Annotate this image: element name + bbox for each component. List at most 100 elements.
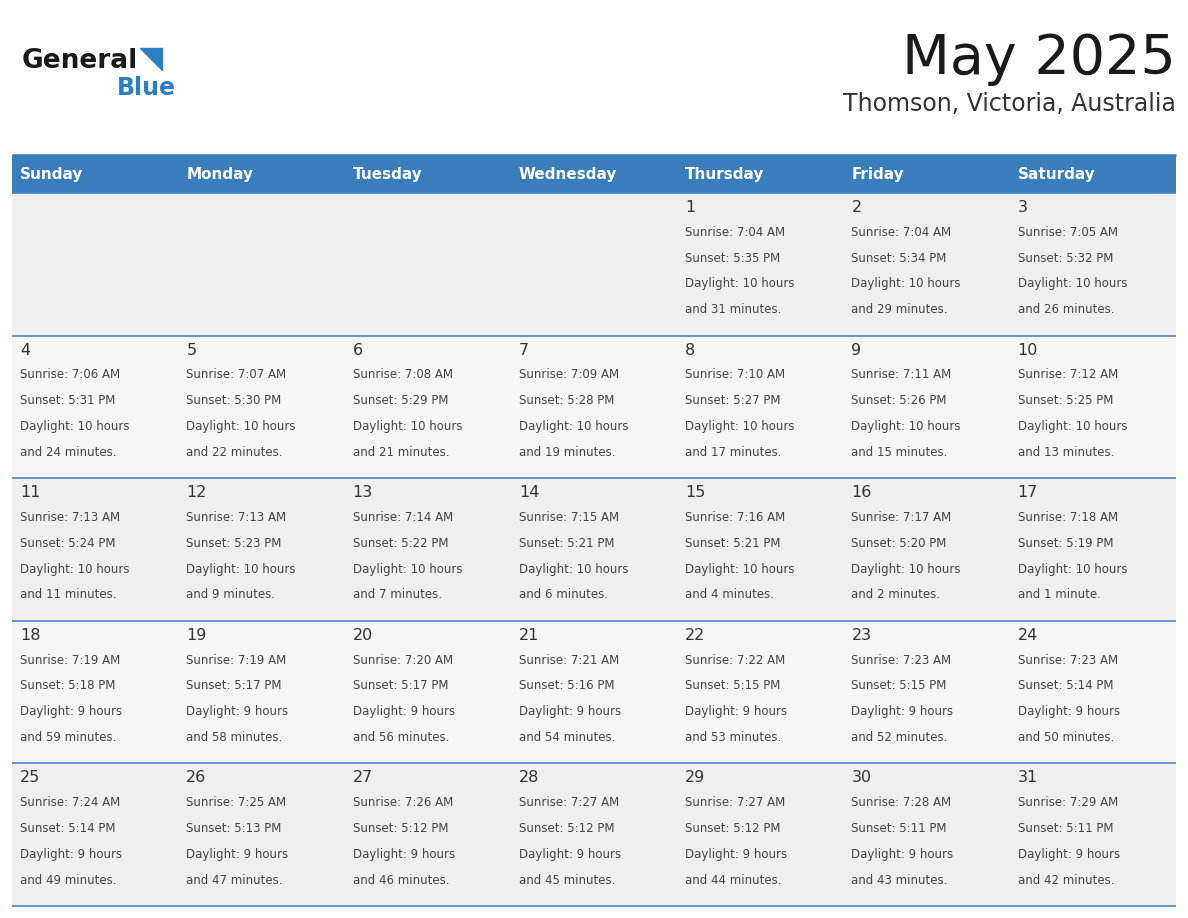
Text: General: General [23, 48, 138, 74]
Bar [178, 193, 345, 336]
Text: 13: 13 [353, 486, 373, 500]
Text: Sunrise: 7:19 AM: Sunrise: 7:19 AM [20, 654, 120, 666]
Text: Saturday: Saturday [1018, 166, 1095, 182]
Bar [12, 336, 178, 478]
Text: Daylight: 10 hours: Daylight: 10 hours [20, 563, 129, 576]
Text: Sunrise: 7:20 AM: Sunrise: 7:20 AM [353, 654, 453, 666]
Text: Sunday: Sunday [20, 166, 83, 182]
Text: Daylight: 9 hours: Daylight: 9 hours [519, 848, 621, 861]
Text: and 7 minutes.: and 7 minutes. [353, 588, 442, 601]
Text: and 53 minutes.: and 53 minutes. [685, 731, 782, 744]
Text: Sunrise: 7:19 AM: Sunrise: 7:19 AM [187, 654, 286, 666]
Text: Daylight: 9 hours: Daylight: 9 hours [685, 848, 788, 861]
Text: Sunset: 5:26 PM: Sunset: 5:26 PM [852, 394, 947, 408]
Text: Daylight: 10 hours: Daylight: 10 hours [685, 277, 795, 290]
Text: Daylight: 10 hours: Daylight: 10 hours [187, 563, 296, 576]
Text: Wednesday: Wednesday [519, 166, 618, 182]
Bar [843, 336, 1010, 478]
Text: Tuesday: Tuesday [353, 166, 422, 182]
Text: and 22 minutes.: and 22 minutes. [187, 446, 283, 459]
Text: Sunrise: 7:24 AM: Sunrise: 7:24 AM [20, 796, 120, 809]
Text: 15: 15 [685, 486, 706, 500]
Text: Sunset: 5:34 PM: Sunset: 5:34 PM [852, 252, 947, 264]
Text: Sunrise: 7:07 AM: Sunrise: 7:07 AM [187, 368, 286, 381]
Text: Sunrise: 7:17 AM: Sunrise: 7:17 AM [852, 511, 952, 524]
Text: Sunset: 5:24 PM: Sunset: 5:24 PM [20, 537, 115, 550]
Text: Sunset: 5:12 PM: Sunset: 5:12 PM [519, 822, 614, 835]
Text: Sunrise: 7:08 AM: Sunrise: 7:08 AM [353, 368, 453, 381]
Text: 12: 12 [187, 486, 207, 500]
Text: Daylight: 10 hours: Daylight: 10 hours [353, 563, 462, 576]
Bar [677, 193, 843, 336]
Text: and 6 minutes.: and 6 minutes. [519, 588, 608, 601]
Text: 5: 5 [187, 342, 196, 358]
Text: Sunset: 5:25 PM: Sunset: 5:25 PM [1018, 394, 1113, 408]
Text: Daylight: 9 hours: Daylight: 9 hours [1018, 848, 1120, 861]
Bar [345, 478, 511, 621]
Text: 24: 24 [1018, 628, 1038, 643]
Text: and 59 minutes.: and 59 minutes. [20, 731, 116, 744]
Text: and 50 minutes.: and 50 minutes. [1018, 731, 1114, 744]
Text: and 54 minutes.: and 54 minutes. [519, 731, 615, 744]
Text: Sunset: 5:15 PM: Sunset: 5:15 PM [685, 679, 781, 692]
Text: Sunset: 5:21 PM: Sunset: 5:21 PM [519, 537, 614, 550]
Bar [677, 336, 843, 478]
Text: Sunset: 5:19 PM: Sunset: 5:19 PM [1018, 537, 1113, 550]
Text: 16: 16 [852, 486, 872, 500]
Bar [843, 193, 1010, 336]
Bar [12, 621, 178, 764]
Bar [1010, 193, 1176, 336]
Text: 21: 21 [519, 628, 539, 643]
Text: Thomson, Victoria, Australia: Thomson, Victoria, Australia [843, 92, 1176, 116]
Text: Sunset: 5:12 PM: Sunset: 5:12 PM [685, 822, 781, 835]
Text: 11: 11 [20, 486, 40, 500]
Text: Sunrise: 7:23 AM: Sunrise: 7:23 AM [852, 654, 952, 666]
Bar [843, 621, 1010, 764]
Text: Sunrise: 7:04 AM: Sunrise: 7:04 AM [685, 226, 785, 239]
Text: Sunrise: 7:27 AM: Sunrise: 7:27 AM [685, 796, 785, 809]
Text: Sunset: 5:17 PM: Sunset: 5:17 PM [353, 679, 448, 692]
Bar [1010, 478, 1176, 621]
Bar [12, 155, 1176, 193]
Text: and 29 minutes.: and 29 minutes. [852, 303, 948, 317]
Text: and 4 minutes.: and 4 minutes. [685, 588, 775, 601]
Text: 28: 28 [519, 770, 539, 786]
Text: and 15 minutes.: and 15 minutes. [852, 446, 948, 459]
Text: May 2025: May 2025 [902, 32, 1176, 86]
Text: Sunset: 5:18 PM: Sunset: 5:18 PM [20, 679, 115, 692]
Text: and 43 minutes.: and 43 minutes. [852, 874, 948, 887]
Bar [677, 621, 843, 764]
Text: Sunrise: 7:23 AM: Sunrise: 7:23 AM [1018, 654, 1118, 666]
Text: Sunrise: 7:22 AM: Sunrise: 7:22 AM [685, 654, 785, 666]
Text: 18: 18 [20, 628, 40, 643]
Text: Daylight: 10 hours: Daylight: 10 hours [1018, 277, 1127, 290]
Bar [1010, 764, 1176, 906]
Text: Sunrise: 7:06 AM: Sunrise: 7:06 AM [20, 368, 120, 381]
Text: 23: 23 [852, 628, 872, 643]
Text: 1: 1 [685, 200, 695, 215]
Text: and 45 minutes.: and 45 minutes. [519, 874, 615, 887]
Text: Blue: Blue [116, 76, 176, 100]
Text: and 31 minutes.: and 31 minutes. [685, 303, 782, 317]
Bar [511, 764, 677, 906]
Polygon shape [140, 48, 162, 70]
Text: Daylight: 9 hours: Daylight: 9 hours [353, 705, 455, 718]
Text: 8: 8 [685, 342, 695, 358]
Text: Daylight: 9 hours: Daylight: 9 hours [852, 848, 954, 861]
Bar [511, 621, 677, 764]
Text: Sunset: 5:16 PM: Sunset: 5:16 PM [519, 679, 614, 692]
Bar [178, 336, 345, 478]
Text: Sunrise: 7:05 AM: Sunrise: 7:05 AM [1018, 226, 1118, 239]
Bar [677, 764, 843, 906]
Text: 19: 19 [187, 628, 207, 643]
Text: Sunset: 5:22 PM: Sunset: 5:22 PM [353, 537, 448, 550]
Text: Sunrise: 7:25 AM: Sunrise: 7:25 AM [187, 796, 286, 809]
Text: Sunset: 5:12 PM: Sunset: 5:12 PM [353, 822, 448, 835]
Text: Daylight: 9 hours: Daylight: 9 hours [685, 705, 788, 718]
Text: Sunset: 5:11 PM: Sunset: 5:11 PM [852, 822, 947, 835]
Text: 22: 22 [685, 628, 706, 643]
Text: Sunrise: 7:13 AM: Sunrise: 7:13 AM [187, 511, 286, 524]
Text: 3: 3 [1018, 200, 1028, 215]
Text: Daylight: 10 hours: Daylight: 10 hours [685, 420, 795, 433]
Text: Sunrise: 7:11 AM: Sunrise: 7:11 AM [852, 368, 952, 381]
